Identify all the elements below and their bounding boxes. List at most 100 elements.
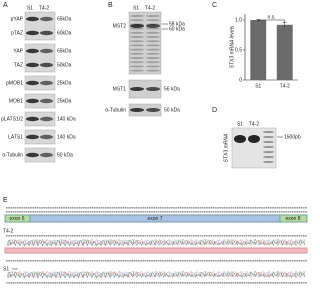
sequence-text	[234, 282, 237, 284]
sequence-text	[294, 235, 296, 237]
sequence-text	[149, 282, 151, 284]
sequence-text	[289, 207, 292, 209]
protein-label: MST1	[113, 86, 127, 92]
sequence-text	[12, 282, 15, 284]
sequence-text	[21, 260, 23, 262]
sequence-text	[212, 211, 215, 213]
sequence-text	[263, 207, 265, 209]
sequence-text	[292, 211, 294, 213]
sequence-text	[245, 207, 248, 209]
sequence-text	[74, 260, 76, 262]
sequence-text	[30, 282, 32, 284]
sequence-text	[146, 282, 149, 284]
sequence-text	[63, 260, 65, 262]
sequence-text	[109, 207, 111, 209]
sequence-text	[107, 207, 109, 209]
sequence-text	[76, 235, 78, 237]
sequence-text	[138, 235, 140, 237]
sequence-text	[45, 207, 48, 209]
sequence-text	[6, 211, 8, 213]
band	[26, 98, 39, 104]
sequence-text	[223, 207, 226, 209]
sequence-text	[149, 260, 151, 262]
lane-label: T4-2	[145, 5, 156, 11]
sequence-text	[131, 282, 133, 284]
sequence-text	[89, 211, 92, 213]
sequence-text	[219, 282, 221, 284]
sequence-text	[74, 207, 76, 209]
sequence-text	[87, 282, 89, 284]
sequence-text	[56, 260, 59, 262]
sequence-text	[294, 207, 296, 209]
sequence-text	[36, 235, 39, 237]
sequence-text	[199, 207, 202, 209]
sequence-text	[133, 207, 136, 209]
y-axis-label: STX3 mRNA levels	[229, 25, 235, 68]
sequence-text	[116, 207, 118, 209]
sequence-text	[78, 282, 81, 284]
sequence-text	[107, 260, 109, 262]
sequence-text	[215, 235, 217, 237]
sequence-text	[43, 260, 45, 262]
sequence-text	[65, 235, 67, 237]
sequence-text	[276, 211, 279, 213]
sequence-text	[243, 282, 246, 284]
sequence-text	[111, 235, 114, 237]
sequence-text	[28, 207, 30, 209]
sequence-text	[250, 211, 252, 213]
sequence-text	[237, 235, 239, 237]
sequence-text	[118, 207, 120, 209]
sequence-text	[184, 235, 186, 237]
sequence-text	[303, 211, 305, 213]
sequence-text	[190, 260, 193, 262]
sequence-text	[219, 260, 221, 262]
sequence-text	[182, 211, 184, 213]
sequence-text	[142, 260, 144, 262]
sequence-text	[283, 211, 285, 213]
sequence-text	[168, 211, 171, 213]
protein-label: pMOB1	[6, 80, 23, 86]
sequence-text	[270, 211, 272, 213]
sequence-text	[210, 211, 213, 213]
sequence-text	[221, 260, 224, 262]
band	[146, 15, 160, 17]
sequence-text	[182, 260, 184, 262]
sequence-text	[50, 207, 52, 209]
sequence-text	[41, 282, 43, 284]
sequence-text	[289, 211, 292, 213]
sequence-text	[197, 282, 199, 284]
sequence-text	[303, 207, 305, 209]
sequence-text	[52, 260, 54, 262]
sequence-text	[265, 211, 268, 213]
sequence-text	[146, 260, 149, 262]
sequence-text	[215, 211, 217, 213]
sequence-text	[190, 282, 193, 284]
sequence-text	[199, 211, 202, 213]
sequence-text	[241, 207, 243, 209]
sequence-text	[47, 211, 50, 213]
sequence-text	[274, 282, 276, 284]
sequence-text	[281, 282, 283, 284]
size-marker: 50 kDa	[57, 152, 73, 158]
sequence-text	[17, 235, 19, 237]
sequence-text	[276, 260, 279, 262]
sequence-text	[102, 235, 105, 237]
sequence-text	[144, 260, 147, 262]
sequence-text	[65, 282, 67, 284]
panel-letter: D	[212, 107, 217, 114]
sequence-text	[120, 235, 122, 237]
sequence-text	[186, 282, 188, 284]
sequence-text	[30, 235, 32, 237]
sequence-text	[263, 235, 265, 237]
sequence-text	[21, 282, 23, 284]
sequence-text	[199, 282, 202, 284]
sequence-text	[80, 282, 83, 284]
sequence-text	[89, 260, 92, 262]
sequence-text	[237, 282, 239, 284]
sequence-text	[127, 207, 129, 209]
sequence-text	[100, 235, 103, 237]
sequence-text	[250, 235, 252, 237]
sequence-text	[131, 207, 133, 209]
sequence-text	[208, 260, 210, 262]
sequence-text	[52, 207, 54, 209]
